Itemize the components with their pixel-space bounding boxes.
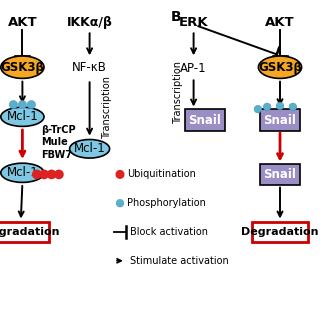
Text: NF-κB: NF-κB [72, 61, 107, 74]
Text: AKT: AKT [8, 16, 37, 29]
Circle shape [254, 105, 262, 113]
Text: Transcription: Transcription [173, 61, 183, 124]
Text: Phosphorylation: Phosphorylation [127, 198, 206, 208]
Circle shape [276, 102, 284, 110]
Text: Degradation: Degradation [0, 227, 60, 237]
Circle shape [40, 170, 48, 179]
Circle shape [47, 170, 56, 179]
Ellipse shape [259, 56, 302, 78]
Ellipse shape [70, 140, 109, 158]
Text: GSK3β: GSK3β [258, 61, 302, 74]
Circle shape [289, 103, 297, 111]
Text: Stimulate activation: Stimulate activation [130, 256, 228, 266]
Text: AP-1: AP-1 [180, 62, 207, 75]
Circle shape [27, 100, 36, 109]
Text: Ubiquitination: Ubiquitination [127, 169, 196, 180]
Text: GSK3β: GSK3β [0, 61, 44, 74]
FancyBboxPatch shape [0, 221, 49, 243]
Text: β-TrCP
Mule
FBW7: β-TrCP Mule FBW7 [42, 125, 76, 160]
Text: Mcl-1: Mcl-1 [6, 110, 38, 123]
Ellipse shape [1, 107, 44, 126]
Text: Snail: Snail [264, 168, 296, 181]
Circle shape [116, 199, 124, 207]
Text: AKT: AKT [265, 16, 295, 29]
Circle shape [263, 103, 271, 111]
Text: Snail: Snail [264, 114, 296, 126]
Text: IKKα/β: IKKα/β [67, 16, 113, 29]
Text: Degradation: Degradation [241, 227, 319, 237]
Ellipse shape [1, 56, 44, 78]
Circle shape [9, 100, 18, 109]
Text: B: B [171, 10, 182, 24]
Circle shape [116, 171, 124, 178]
Circle shape [55, 170, 63, 179]
Text: ERK: ERK [179, 16, 208, 29]
FancyBboxPatch shape [260, 109, 300, 131]
Text: Block activation: Block activation [130, 227, 208, 237]
Text: Mcl-1: Mcl-1 [74, 142, 106, 155]
Text: Mcl-1: Mcl-1 [6, 166, 38, 179]
Text: Transcription: Transcription [102, 76, 112, 139]
Text: Snail: Snail [188, 114, 221, 126]
FancyBboxPatch shape [260, 164, 300, 185]
FancyBboxPatch shape [252, 221, 308, 243]
Circle shape [33, 170, 41, 179]
FancyBboxPatch shape [185, 109, 225, 131]
Circle shape [18, 100, 27, 109]
Ellipse shape [1, 163, 44, 182]
